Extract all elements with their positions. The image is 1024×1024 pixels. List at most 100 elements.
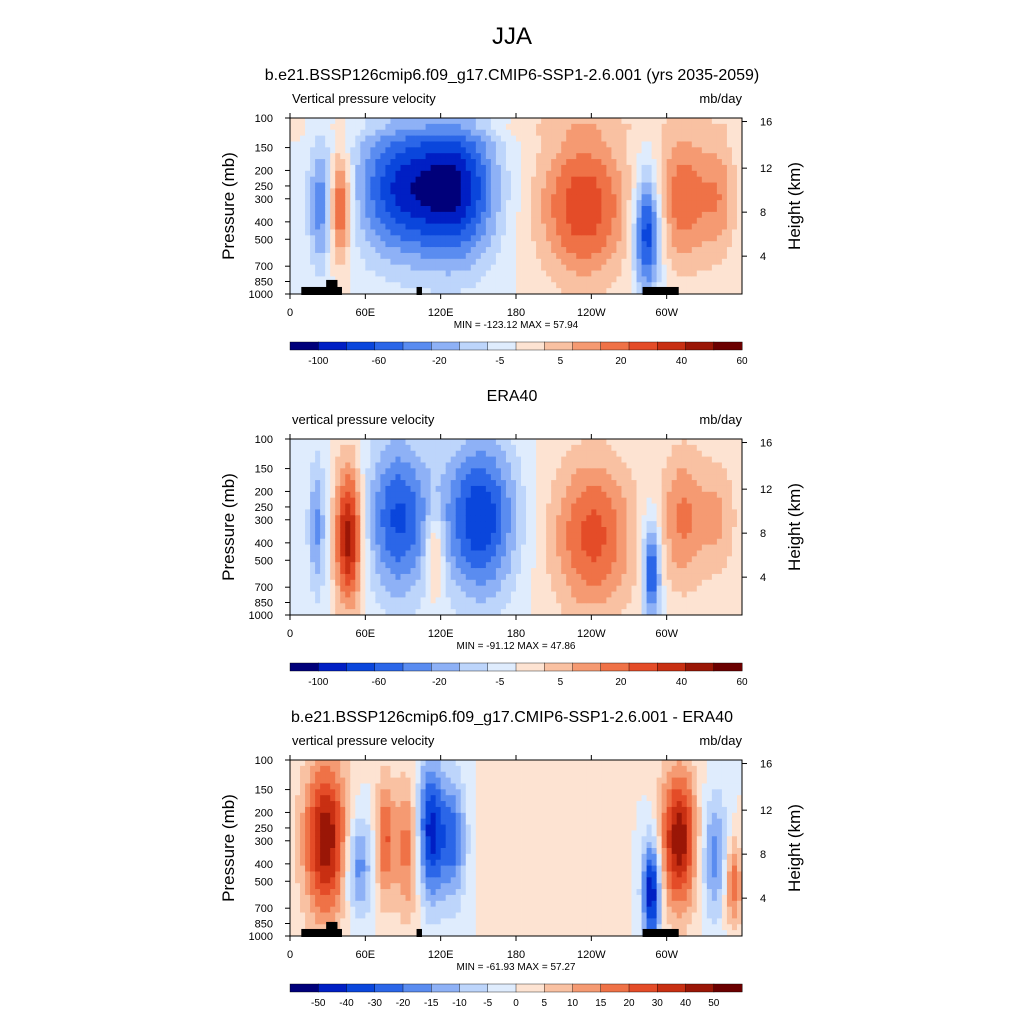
heatmap-cell [536,206,542,213]
heatmap-cell [360,229,366,236]
heatmap-cell [546,579,552,587]
heatmap-cell [320,223,326,230]
heatmap-cell [611,509,617,516]
heatmap-cell [490,456,497,463]
heatmap-cell [591,579,597,587]
heatmap-cell [355,485,361,493]
heatmap-cell [656,270,663,277]
heatmap-cell [350,509,356,516]
heatmap-cell [450,603,457,610]
heatmap-cell [561,609,567,616]
heatmap-cell [380,288,386,295]
heatmap-cell [731,170,738,178]
heatmap-cell [566,544,572,551]
heatmap-cell [551,491,557,499]
heatmap-cell [621,223,627,230]
heatmap-cell [435,247,442,254]
heatmap-cell [465,503,472,510]
heatmap-cell [295,585,301,592]
heatmap-cell [691,217,698,224]
heatmap-cell [465,591,472,598]
heatmap-cell [320,276,326,283]
heatmap-cell [495,527,502,534]
heatmap-cell [606,141,612,148]
heatmap-cell [571,123,577,131]
heatmap-cell [400,188,406,195]
heatmap-cell [531,485,537,493]
heatmap-cell [646,527,652,534]
heatmap-cell [350,538,356,545]
heatmap-cell [410,217,416,224]
heatmap-cell [490,288,497,295]
heatmap-cell [631,568,637,575]
heatmap-cell [495,170,502,178]
heatmap-cell [536,288,542,295]
heatmap-cell [500,153,507,160]
heatmap-cell [536,147,542,154]
heatmap-cell [310,194,316,201]
heatmap-cell [500,568,507,575]
heatmap-cell [500,573,507,581]
heatmap-cell [415,515,421,522]
heatmap-cell [415,597,421,604]
heatmap-cell [616,123,622,131]
colorbar-label: -5 [495,356,504,367]
heatmap-cell [310,159,316,166]
heatmap-cell [651,573,658,581]
heatmap-cell [465,129,472,136]
heatmap-cell [425,491,432,499]
heatmap-cell [310,521,316,528]
heatmap-cell [345,474,351,481]
heatmap-cell [455,129,462,136]
heatmap-cell [576,211,582,219]
heatmap-cell [340,532,346,540]
heatmap-cell [571,118,577,125]
heatmap-cell [641,182,647,189]
heatmap-cell [485,211,492,219]
heatmap-cell [420,252,426,260]
heatmap-cell [345,153,351,160]
heatmap-cell [325,200,331,207]
heatmap-cell [551,194,557,201]
heatmap-cell [330,480,336,487]
heatmap-cell [400,282,406,289]
heatmap-cell [425,258,432,266]
heatmap-cell [440,194,447,201]
heatmap-cell [495,579,502,587]
heatmap-cell [696,235,703,242]
heatmap-cell [290,252,296,260]
heatmap-cell [295,603,301,610]
heatmap-cell [435,241,442,248]
heatmap-cell [601,450,607,457]
heatmap-cell [536,247,542,254]
heatmap-cell [370,194,376,201]
heatmap-cell [290,282,296,289]
heatmap-cell [385,603,391,610]
heatmap-cell [415,141,421,148]
heatmap-cell [350,264,356,271]
heatmap-cell [335,485,341,493]
heatmap-cell [571,235,577,242]
heatmap-cell [681,264,688,271]
heatmap-cell [581,118,587,125]
heatmap-cell [541,591,547,598]
heatmap-cell [521,217,527,224]
heatmap-cell [350,206,356,213]
figure-title: JJA [492,23,532,50]
heatmap-cell [536,159,542,166]
heatmap-cell [310,147,316,154]
heatmap-cell [500,188,507,195]
heatmap-cell [400,206,406,213]
heatmap-cell [551,462,557,469]
heatmap-cell [445,485,452,493]
heatmap-cell [485,521,492,528]
heatmap-cell [546,573,552,581]
heatmap-cell [455,235,462,242]
heatmap-cell [546,159,552,166]
heatmap-cell [390,235,396,242]
heatmap-cell [355,182,361,189]
heatmap-cell [355,503,361,510]
heatmap-cell [505,503,512,510]
heatmap-cell [566,241,572,248]
heatmap-cell [345,450,351,457]
